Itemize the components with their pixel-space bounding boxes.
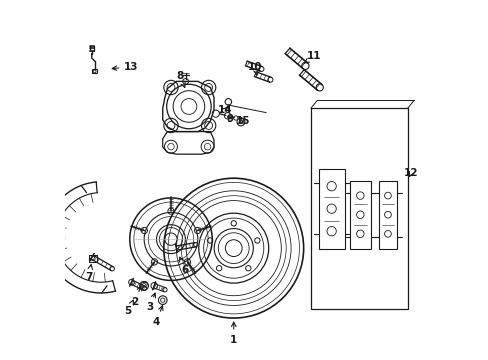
Text: 12: 12 xyxy=(403,168,418,178)
Text: 2: 2 xyxy=(131,286,141,307)
Bar xyxy=(88,255,97,262)
Text: 4: 4 xyxy=(153,306,163,327)
Text: 9: 9 xyxy=(226,114,233,124)
Bar xyxy=(92,69,97,73)
Circle shape xyxy=(225,240,242,257)
Text: 8: 8 xyxy=(176,71,185,87)
Text: 1: 1 xyxy=(230,322,237,345)
Text: 10: 10 xyxy=(247,62,262,75)
Text: 13: 13 xyxy=(112,62,139,72)
Text: 14: 14 xyxy=(217,105,232,115)
Text: 6: 6 xyxy=(179,257,188,275)
Text: 15: 15 xyxy=(235,116,249,126)
Text: 5: 5 xyxy=(124,300,133,316)
Bar xyxy=(318,168,344,249)
Text: 3: 3 xyxy=(145,293,155,312)
Bar xyxy=(349,181,370,249)
Text: 11: 11 xyxy=(304,51,321,63)
Bar xyxy=(378,181,396,249)
Text: 7: 7 xyxy=(84,265,92,282)
Bar xyxy=(310,108,407,309)
